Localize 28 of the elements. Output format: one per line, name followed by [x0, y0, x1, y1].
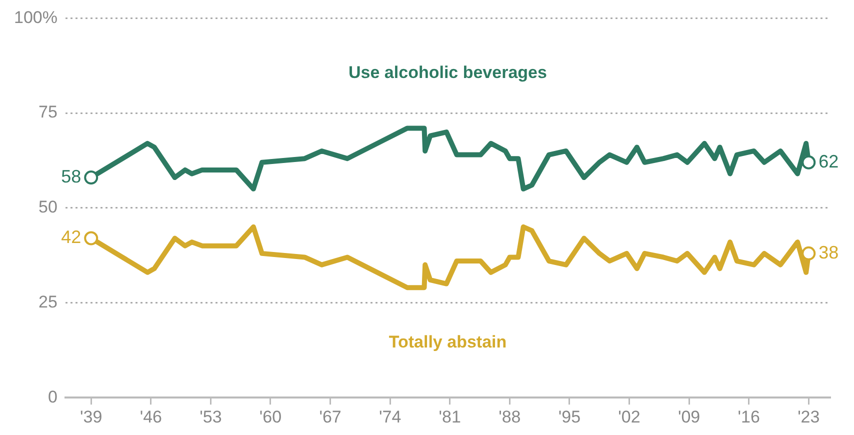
point [84, 170, 98, 185]
text: Totally abstain [388, 332, 507, 352]
data-label: 58 [61, 166, 82, 187]
x-tick-label: '46 [140, 407, 162, 426]
y-tick-label: 25 [38, 292, 58, 312]
x-tick-label: '67 [319, 407, 342, 426]
x-tick-label: '16 [738, 407, 760, 426]
x-tick-label: '74 [379, 407, 402, 426]
x-tick-label: '81 [438, 407, 461, 426]
x-tick-label: '02 [618, 407, 640, 426]
point [802, 155, 816, 170]
x-tick-label: '88 [498, 407, 521, 426]
text: Use alcoholic beverages [348, 62, 547, 82]
data-label: 42 [61, 227, 82, 248]
y-tick-label: 75 [38, 102, 58, 122]
x-tick-label: '53 [200, 407, 222, 426]
x-tick-label: '39 [80, 407, 102, 426]
y-tick-label: 50 [38, 198, 58, 217]
point [802, 246, 816, 260]
x-tick-label: '09 [678, 407, 700, 426]
y-tick-label: 100% [14, 8, 58, 27]
x-tick-label: '95 [558, 407, 581, 426]
x-tick-label: '60 [259, 407, 282, 426]
point [84, 231, 98, 246]
x-tick-label: '23 [798, 407, 820, 426]
data-label: 38 [818, 242, 839, 262]
y-tick-label: 0 [48, 387, 58, 406]
data-label: 62 [818, 151, 839, 172]
